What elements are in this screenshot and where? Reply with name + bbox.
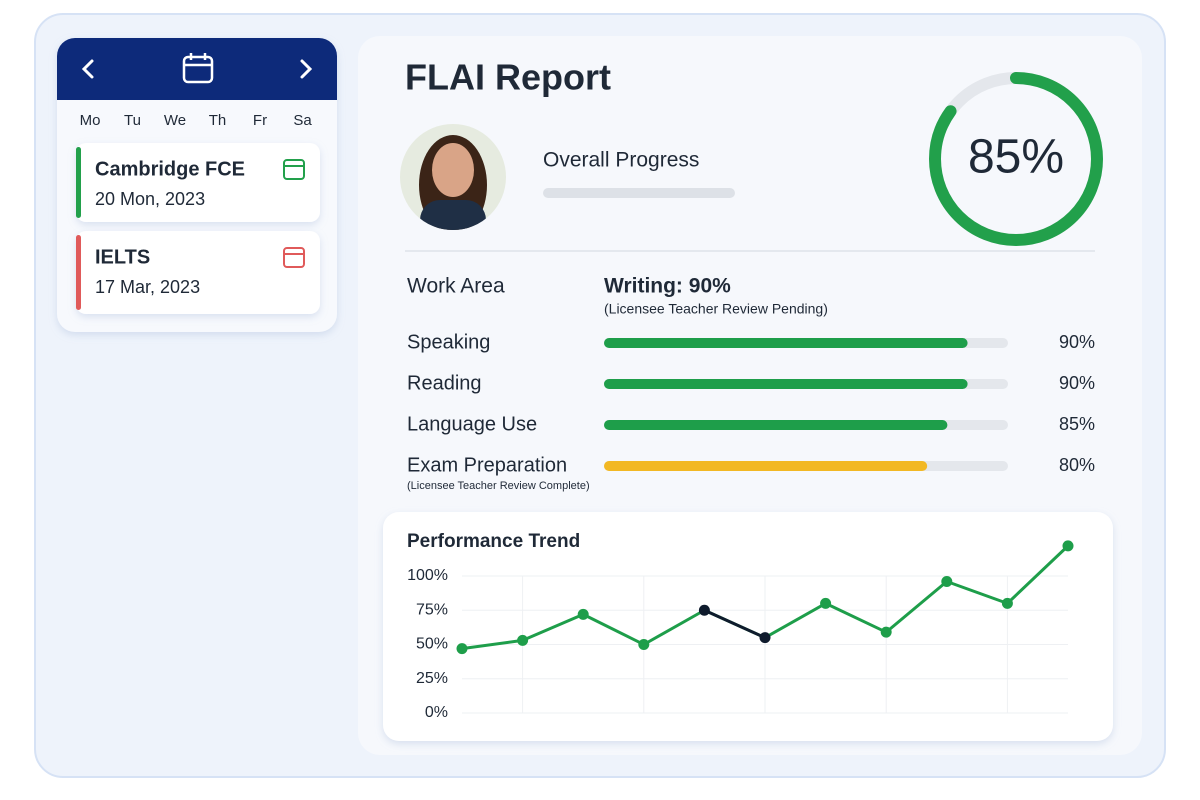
- y-tick-label: 50%: [416, 636, 448, 653]
- work-area-value: Writing: 90%: [604, 275, 731, 298]
- event-date: 17 Mar, 2023: [95, 277, 200, 297]
- skill-bar: [604, 420, 948, 430]
- y-tick-label: 75%: [416, 601, 448, 618]
- icon-body: [283, 247, 305, 268]
- trend-point: [759, 632, 771, 644]
- avatar-figure: [419, 135, 487, 230]
- skill-name: Language Use: [407, 413, 537, 435]
- calendar-icon[interactable]: [182, 53, 214, 84]
- y-tick-label: 0%: [425, 704, 448, 721]
- event-card[interactable]: [76, 231, 320, 314]
- day-label[interactable]: Mo: [80, 112, 101, 129]
- skill-value: 90%: [1059, 373, 1095, 393]
- progress-track: [543, 188, 735, 198]
- day-label[interactable]: Fr: [253, 112, 267, 129]
- skill-name: Exam Preparation: [407, 454, 567, 476]
- event-title: IELTS: [95, 246, 150, 268]
- skill-value: 80%: [1059, 455, 1095, 475]
- chart-title: Performance Trend: [407, 531, 580, 552]
- work-area-label: Work Area: [407, 275, 505, 298]
- work-area-note: (Licensee Teacher Review Pending): [604, 301, 828, 317]
- y-tick-label: 100%: [407, 567, 448, 584]
- day-label[interactable]: We: [164, 112, 186, 129]
- highlight-segment: [703, 608, 766, 640]
- chart-card: [383, 512, 1113, 741]
- skill-bar: [604, 338, 968, 348]
- skill-bar: [604, 379, 968, 389]
- next-arrow[interactable]: [300, 59, 313, 79]
- skill-name: Reading: [407, 372, 482, 394]
- trend-point: [1062, 540, 1074, 552]
- y-tick-label: 25%: [416, 670, 448, 687]
- overall-value: 85%: [968, 131, 1064, 184]
- report-title: FLAI Report: [405, 57, 611, 98]
- day-label[interactable]: Tu: [124, 112, 141, 129]
- event-icon: [283, 159, 305, 180]
- skill-note: (Licensee Teacher Review Complete): [407, 480, 590, 492]
- trend-point: [880, 626, 892, 638]
- skill-value: 90%: [1059, 332, 1095, 352]
- event-title: Cambridge FCE: [95, 158, 245, 180]
- icon-body: [283, 159, 305, 180]
- skill-value: 85%: [1059, 414, 1095, 434]
- trend-point: [577, 608, 589, 620]
- trend-point: [698, 604, 710, 616]
- calendar-header: [57, 38, 337, 100]
- ring: [929, 72, 1103, 246]
- ring-progress: [929, 72, 1103, 246]
- event-date: 20 Mon, 2023: [95, 189, 205, 209]
- event-icon: [283, 247, 305, 268]
- trend-point: [456, 643, 468, 655]
- skill-name: Speaking: [407, 331, 490, 353]
- chart: 0% 25% 50% 75% 100%: [407, 540, 1074, 721]
- event-strip: [76, 147, 81, 218]
- day-label[interactable]: Th: [209, 112, 227, 129]
- day-labels: Mo Tu We Th Fr Sa: [80, 112, 313, 129]
- prev-arrow[interactable]: [81, 59, 94, 79]
- trend-point: [820, 597, 832, 609]
- day-label[interactable]: Sa: [293, 112, 312, 129]
- event-strip: [76, 235, 81, 310]
- skill-bar: [604, 461, 928, 471]
- events: Cambridge FCE 20 Mon, 2023 IELTS 17 Mar, 20…: [76, 143, 320, 314]
- skills: Speaking 90% Reading 90% Language Use 85% Exam…: [407, 331, 1095, 492]
- trend-point: [941, 575, 953, 587]
- trend-point: [517, 634, 529, 646]
- trend-point: [638, 639, 650, 650]
- event-card[interactable]: [76, 143, 320, 222]
- progress-label: Overall Progress: [543, 149, 699, 172]
- trend-point: [1001, 597, 1013, 609]
